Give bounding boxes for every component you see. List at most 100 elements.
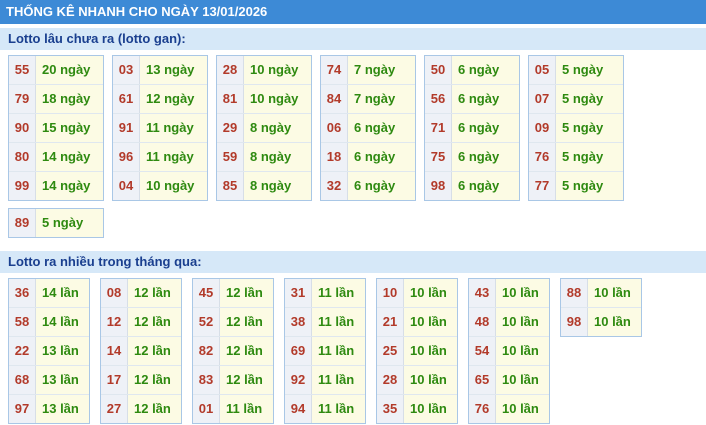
count: 13 lần (36, 395, 89, 423)
lotto-number: 29 (217, 114, 244, 142)
lotto-number: 76 (469, 395, 496, 423)
stat-row: 28 10 ngày (217, 56, 311, 84)
stat-row: 84 7 ngày (321, 84, 415, 113)
stat-row: 65 10 lần (469, 365, 549, 394)
count: 10 lần (496, 395, 549, 423)
lotto-number: 96 (113, 143, 140, 171)
count: 12 lần (128, 366, 181, 394)
count: 10 lần (404, 279, 457, 307)
count: 12 lần (128, 337, 181, 365)
stat-row: 88 10 lần (561, 279, 641, 307)
count: 20 ngày (36, 56, 103, 84)
stat-row: 76 10 lần (469, 394, 549, 423)
stat-table: 36 14 lần 58 14 lần 22 13 lần 68 13 lần 97 13 lần (8, 278, 90, 424)
lotto-number: 50 (425, 56, 452, 84)
stat-row: 43 10 lần (469, 279, 549, 307)
count: 14 lần (36, 308, 89, 336)
count: 11 lần (312, 395, 365, 423)
lotto-number: 52 (193, 308, 220, 336)
lotto-number: 27 (101, 395, 128, 423)
stat-row: 75 6 ngày (425, 142, 519, 171)
stat-row: 14 12 lần (101, 336, 181, 365)
lotto-number: 31 (285, 279, 312, 307)
stat-row: 80 14 ngày (9, 142, 103, 171)
count: 6 ngày (452, 56, 519, 84)
stat-row: 96 11 ngày (113, 142, 207, 171)
count: 5 ngày (556, 143, 623, 171)
count: 12 lần (220, 337, 273, 365)
stat-row: 22 13 lần (9, 336, 89, 365)
stat-row: 81 10 ngày (217, 84, 311, 113)
stat-table: 50 6 ngày 56 6 ngày 71 6 ngày 75 6 ngày 98 6 ngày (424, 55, 520, 201)
lotto-number: 85 (217, 172, 244, 200)
lotto-number: 01 (193, 395, 220, 423)
stat-row: 91 11 ngày (113, 113, 207, 142)
stat-row: 71 6 ngày (425, 113, 519, 142)
lotto-number: 82 (193, 337, 220, 365)
group-list: 55 20 ngày 79 18 ngày 90 15 ngày 80 14 ngày 99 14… (0, 50, 706, 247)
count: 18 ngày (36, 85, 103, 113)
count: 5 ngày (556, 56, 623, 84)
count: 12 lần (220, 279, 273, 307)
count: 6 ngày (348, 143, 415, 171)
lotto-number: 83 (193, 366, 220, 394)
lotto-number: 71 (425, 114, 452, 142)
count: 7 ngày (348, 85, 415, 113)
stat-row: 31 11 lần (285, 279, 365, 307)
stat-row: 92 11 lần (285, 365, 365, 394)
lotto-number: 65 (469, 366, 496, 394)
lotto-number: 89 (9, 209, 36, 237)
count: 14 ngày (36, 172, 103, 200)
stat-row: 09 5 ngày (529, 113, 623, 142)
lotto-number: 94 (285, 395, 312, 423)
stat-table: 89 5 ngày (8, 208, 104, 238)
stat-row: 56 6 ngày (425, 84, 519, 113)
lotto-number: 43 (469, 279, 496, 307)
count: 11 ngày (140, 114, 207, 142)
stat-row: 89 5 ngày (9, 209, 103, 237)
stat-row: 98 6 ngày (425, 171, 519, 200)
stat-row: 99 14 ngày (9, 171, 103, 200)
content: Lotto lâu chưa ra (lotto gan): 55 20 ngày 7… (0, 28, 706, 425)
count: 13 lần (36, 337, 89, 365)
count: 10 lần (496, 308, 549, 336)
stat-row: 83 12 lần (193, 365, 273, 394)
lotto-number: 45 (193, 279, 220, 307)
stat-row: 36 14 lần (9, 279, 89, 307)
count: 6 ngày (348, 172, 415, 200)
count: 5 ngày (36, 209, 103, 237)
lotto-number: 38 (285, 308, 312, 336)
count: 11 lần (312, 366, 365, 394)
count: 12 lần (220, 308, 273, 336)
count: 14 ngày (36, 143, 103, 171)
stat-row: 54 10 lần (469, 336, 549, 365)
lotto-number: 77 (529, 172, 556, 200)
stat-row: 05 5 ngày (529, 56, 623, 84)
lotto-number: 98 (425, 172, 452, 200)
stat-table: 55 20 ngày 79 18 ngày 90 15 ngày 80 14 ngày 99 14… (8, 55, 104, 201)
stat-row: 68 13 lần (9, 365, 89, 394)
lotto-number: 03 (113, 56, 140, 84)
count: 6 ngày (452, 143, 519, 171)
stat-row: 21 10 lần (377, 307, 457, 336)
count: 6 ngày (452, 114, 519, 142)
count: 8 ngày (244, 114, 311, 142)
stat-row: 04 10 ngày (113, 171, 207, 200)
lotto-number: 58 (9, 308, 36, 336)
stat-row: 97 13 lần (9, 394, 89, 423)
stat-row: 98 10 lần (561, 307, 641, 336)
lotto-number: 04 (113, 172, 140, 200)
lotto-number: 97 (9, 395, 36, 423)
stat-row: 18 6 ngày (321, 142, 415, 171)
count: 12 lần (128, 395, 181, 423)
stat-row: 12 12 lần (101, 307, 181, 336)
section: Lotto ra nhiều trong tháng qua: 36 14 lần 5… (0, 251, 706, 425)
stat-row: 85 8 ngày (217, 171, 311, 200)
count: 10 lần (404, 395, 457, 423)
count: 10 lần (404, 308, 457, 336)
lotto-number: 69 (285, 337, 312, 365)
count: 10 lần (588, 279, 641, 307)
count: 11 lần (312, 308, 365, 336)
lotto-number: 48 (469, 308, 496, 336)
